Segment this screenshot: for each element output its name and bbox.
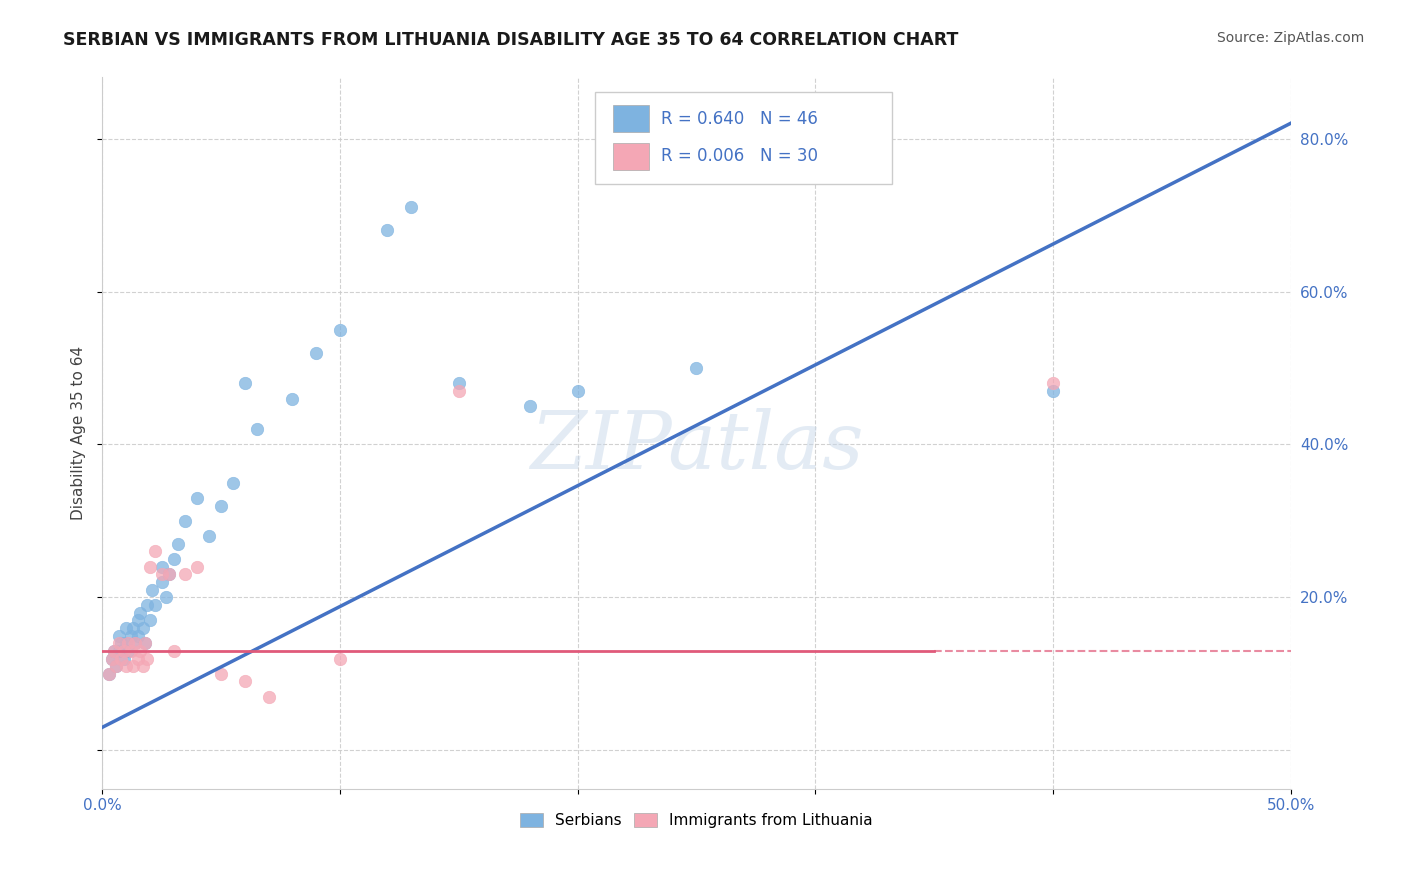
Point bbox=[105, 659, 128, 673]
Point bbox=[110, 651, 132, 665]
Point bbox=[1042, 384, 1064, 398]
Point bbox=[281, 392, 304, 406]
Point bbox=[115, 621, 138, 635]
Point bbox=[150, 559, 173, 574]
Point bbox=[115, 636, 138, 650]
Text: ZIPatlas: ZIPatlas bbox=[530, 409, 863, 486]
Point bbox=[105, 659, 128, 673]
Point bbox=[124, 636, 146, 650]
Point bbox=[110, 636, 132, 650]
Point bbox=[129, 606, 152, 620]
Text: Source: ZipAtlas.com: Source: ZipAtlas.com bbox=[1216, 31, 1364, 45]
Point bbox=[122, 621, 145, 635]
Point bbox=[143, 598, 166, 612]
Point bbox=[399, 201, 422, 215]
Point bbox=[103, 644, 125, 658]
Point bbox=[377, 223, 399, 237]
Y-axis label: Disability Age 35 to 64: Disability Age 35 to 64 bbox=[72, 346, 86, 520]
Point bbox=[117, 644, 139, 658]
Point bbox=[447, 384, 470, 398]
Point bbox=[209, 666, 232, 681]
Point bbox=[329, 651, 352, 665]
Point bbox=[186, 559, 208, 574]
Point bbox=[143, 544, 166, 558]
FancyBboxPatch shape bbox=[595, 92, 893, 184]
Point bbox=[100, 651, 122, 665]
Point bbox=[519, 399, 541, 413]
Point bbox=[115, 659, 138, 673]
Point bbox=[108, 636, 131, 650]
Point bbox=[1042, 376, 1064, 391]
Point bbox=[122, 659, 145, 673]
Point bbox=[174, 514, 197, 528]
Point bbox=[246, 422, 269, 436]
Point bbox=[447, 376, 470, 391]
Point bbox=[186, 491, 208, 505]
Point bbox=[100, 651, 122, 665]
Point bbox=[257, 690, 280, 704]
Point bbox=[112, 651, 135, 665]
Point bbox=[305, 345, 328, 359]
Point bbox=[174, 567, 197, 582]
Point bbox=[329, 323, 352, 337]
Point bbox=[108, 644, 131, 658]
Point bbox=[127, 613, 149, 627]
Point bbox=[150, 575, 173, 590]
FancyBboxPatch shape bbox=[613, 105, 650, 132]
Legend: Serbians, Immigrants from Lithuania: Serbians, Immigrants from Lithuania bbox=[515, 807, 879, 834]
Point bbox=[157, 567, 180, 582]
Point bbox=[127, 629, 149, 643]
FancyBboxPatch shape bbox=[613, 143, 650, 169]
Point bbox=[167, 537, 190, 551]
Point bbox=[136, 598, 159, 612]
Point bbox=[103, 644, 125, 658]
Point bbox=[162, 552, 184, 566]
Point bbox=[112, 644, 135, 658]
Text: R = 0.006   N = 30: R = 0.006 N = 30 bbox=[661, 147, 818, 165]
Point bbox=[222, 475, 245, 490]
Point bbox=[136, 651, 159, 665]
Point bbox=[567, 384, 589, 398]
Point bbox=[120, 629, 142, 643]
Text: SERBIAN VS IMMIGRANTS FROM LITHUANIA DISABILITY AGE 35 TO 64 CORRELATION CHART: SERBIAN VS IMMIGRANTS FROM LITHUANIA DIS… bbox=[63, 31, 959, 49]
Point bbox=[685, 361, 707, 376]
Point bbox=[129, 644, 152, 658]
Point bbox=[150, 567, 173, 582]
Point bbox=[155, 591, 177, 605]
Point bbox=[127, 651, 149, 665]
Point bbox=[198, 529, 221, 543]
Point bbox=[108, 629, 131, 643]
Point bbox=[233, 674, 256, 689]
Point bbox=[157, 567, 180, 582]
Point bbox=[98, 666, 121, 681]
Point bbox=[131, 621, 153, 635]
Point bbox=[131, 659, 153, 673]
Point bbox=[139, 559, 162, 574]
Point bbox=[120, 644, 142, 658]
Point bbox=[134, 636, 156, 650]
Point bbox=[209, 499, 232, 513]
Point bbox=[141, 582, 163, 597]
Point bbox=[124, 636, 146, 650]
Point bbox=[134, 636, 156, 650]
Text: R = 0.640   N = 46: R = 0.640 N = 46 bbox=[661, 110, 818, 128]
Point bbox=[233, 376, 256, 391]
Point bbox=[98, 666, 121, 681]
Point bbox=[139, 613, 162, 627]
Point bbox=[162, 644, 184, 658]
Point bbox=[117, 636, 139, 650]
